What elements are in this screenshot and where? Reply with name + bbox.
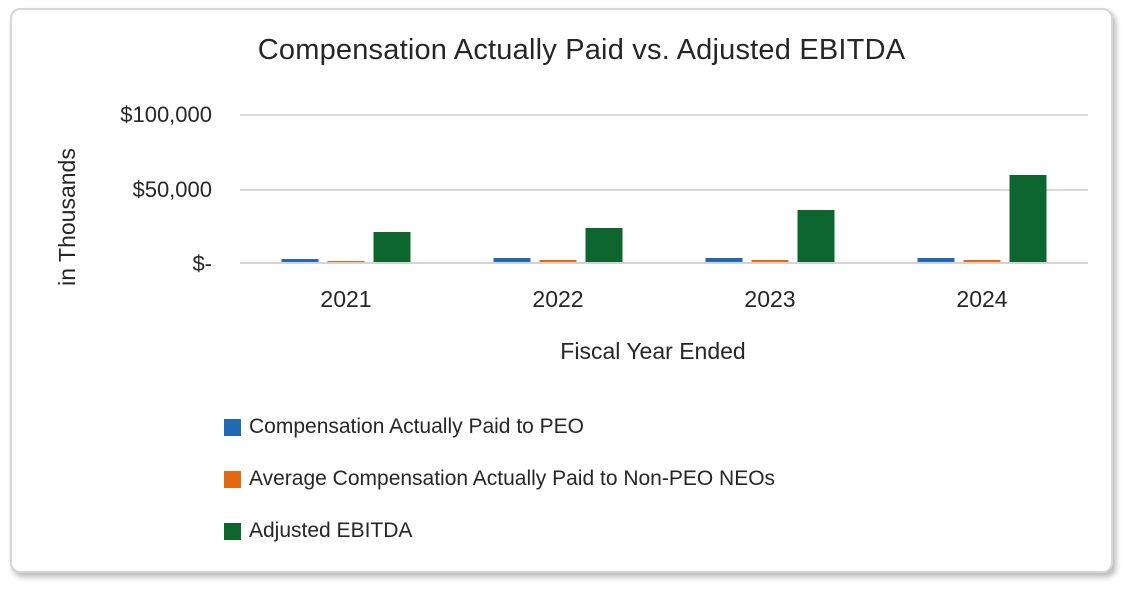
bar-cluster [493, 115, 623, 262]
bar-cluster [281, 115, 411, 262]
y-axis-title: in Thousands [54, 148, 80, 286]
bar-group-2022: 2022 [452, 115, 664, 312]
gridline [240, 188, 1088, 191]
bar-2023-series-1 [751, 260, 789, 262]
bar-2024-series-2 [1009, 175, 1047, 262]
y-tick-label: $- [192, 251, 212, 276]
legend-swatch-icon [224, 470, 241, 488]
bar-2022-series-0 [493, 258, 531, 262]
bar-2024-series-1 [963, 260, 1001, 262]
legend-label: Adjusted EBITDA [249, 519, 413, 542]
y-tick-label: $100,000 [120, 102, 212, 127]
x-tick-label: 2021 [320, 286, 372, 312]
bar-2021-series-1 [327, 261, 365, 262]
bar-2023-series-2 [797, 210, 835, 262]
legend-item-2: Adjusted EBITDA [224, 518, 775, 544]
bar-group-2021: 2021 [240, 115, 452, 312]
bar-2021-series-2 [373, 232, 411, 262]
plot-area: $- $50,000 $100,000 2021 2022 2023 2024 [120, 102, 1088, 312]
legend-label: Average Compensation Actually Paid to No… [249, 467, 776, 490]
chart-title: Compensation Actually Paid vs. Adjusted … [257, 34, 906, 66]
legend: Compensation Actually Paid to PEO Average… [224, 414, 775, 570]
bar-group-2023: 2023 [664, 115, 876, 312]
x-tick-label: 2024 [956, 286, 1008, 312]
gridline [240, 114, 1088, 116]
x-axis-title: Fiscal Year Ended [560, 338, 746, 364]
legend-swatch-icon [224, 522, 241, 540]
x-tick-label: 2023 [744, 286, 796, 312]
bar-group-2024: 2024 [876, 115, 1088, 312]
legend-item-0: Compensation Actually Paid to PEO [224, 414, 775, 440]
bar-2021-series-0 [281, 259, 319, 262]
bar-2022-series-1 [539, 260, 577, 262]
chart-card: Compensation Actually Paid vs. Adjusted … [10, 8, 1113, 573]
legend-swatch-icon [224, 418, 241, 436]
x-tick-label: 2022 [532, 286, 584, 312]
bar-2024-series-0 [917, 258, 955, 262]
legend-item-1: Average Compensation Actually Paid to No… [224, 466, 775, 492]
y-tick-label: $50,000 [132, 176, 212, 202]
bar-2023-series-0 [705, 258, 743, 262]
legend-label: Compensation Actually Paid to PEO [249, 415, 585, 438]
bar-cluster [917, 115, 1047, 262]
bar-cluster [705, 115, 835, 262]
bar-2022-series-2 [585, 228, 623, 262]
